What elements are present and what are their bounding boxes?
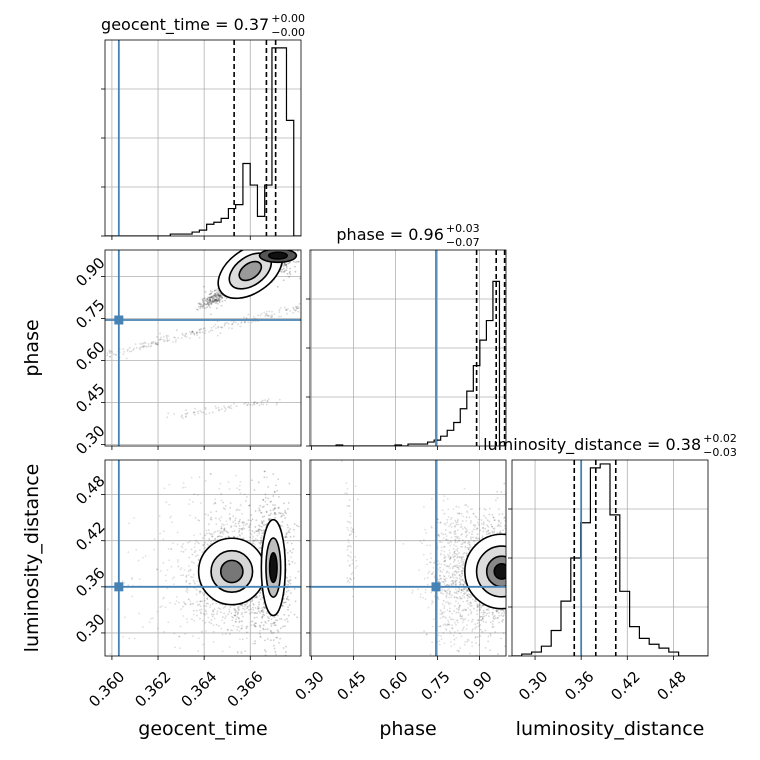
density-contours bbox=[217, 250, 298, 300]
title-sup: +0.03 bbox=[446, 222, 480, 235]
title-sup: +0.00 bbox=[271, 12, 305, 25]
histogram-luminosity_distance bbox=[512, 463, 708, 656]
truth-marker bbox=[114, 315, 124, 325]
panel-frame bbox=[309, 459, 507, 657]
contour-level-2 bbox=[219, 559, 244, 584]
x-tick-label: 0.48 bbox=[653, 668, 689, 704]
title-main: geocent_time = 0.37 bbox=[101, 15, 269, 35]
panel-title-phase: phase = 0.96 +0.03−0.07 bbox=[336, 222, 479, 249]
y-tick-label: 0.45 bbox=[72, 380, 108, 416]
truth-marker bbox=[431, 582, 441, 592]
x-tick-label: 0.366 bbox=[224, 668, 267, 711]
histogram-geocent_time bbox=[105, 47, 301, 236]
density-contours bbox=[464, 533, 506, 610]
hist-panel-geocent_time: geocent_time = 0.37 +0.00−0.00 bbox=[101, 12, 305, 240]
x-tick-label: 0.60 bbox=[375, 668, 411, 704]
x-tick-label: 0.30 bbox=[291, 668, 327, 704]
y-tick-label: 0.90 bbox=[72, 254, 108, 290]
hist-panel-luminosity_distance: luminosity_distance = 0.38 +0.02−0.03 bbox=[483, 432, 737, 660]
contour-level-1 bbox=[267, 251, 288, 260]
x-tick-label: 0.362 bbox=[131, 668, 174, 711]
y-tick-label: 0.30 bbox=[72, 610, 108, 646]
y-tick-label: 0.48 bbox=[72, 472, 108, 508]
y-axis-label-luminosity_distance: luminosity_distance bbox=[21, 464, 43, 653]
title-sub: −0.00 bbox=[271, 26, 305, 39]
truth-marker bbox=[114, 582, 124, 592]
x-axis-label-luminosity_distance: luminosity_distance bbox=[516, 718, 705, 740]
x-axis-label-phase: phase bbox=[379, 718, 436, 740]
x-axis-label-geocent_time: geocent_time bbox=[138, 718, 267, 740]
histogram-phase bbox=[310, 280, 506, 446]
title-sub: −0.03 bbox=[703, 446, 737, 459]
x-tick-label: 0.360 bbox=[85, 668, 128, 711]
y-tick-label: 0.75 bbox=[72, 296, 108, 332]
scatter-panel-geocent_time-luminosity_distance bbox=[101, 459, 302, 660]
y-tick-label: 0.36 bbox=[72, 564, 108, 600]
title-main: luminosity_distance = 0.38 bbox=[483, 435, 701, 455]
x-tick-label: 0.30 bbox=[515, 668, 551, 704]
density-contours bbox=[197, 518, 287, 617]
scatter-panel-geocent_time-phase bbox=[101, 249, 302, 450]
x-tick-label: 0.75 bbox=[417, 668, 453, 704]
panel-frame bbox=[104, 459, 302, 657]
panel-frame bbox=[104, 249, 302, 447]
y-axis-label-phase: phase bbox=[21, 319, 43, 376]
y-tick-label: 0.60 bbox=[72, 338, 108, 374]
title-sup: +0.02 bbox=[703, 432, 737, 445]
contour-level-3 bbox=[493, 563, 506, 580]
x-tick-label: 0.90 bbox=[459, 668, 495, 704]
hist-panel-phase: phase = 0.96 +0.03−0.07 bbox=[306, 222, 507, 450]
panel-title-luminosity_distance: luminosity_distance = 0.38 +0.02−0.03 bbox=[483, 432, 737, 459]
panel-title-geocent_time: geocent_time = 0.37 +0.00−0.00 bbox=[101, 12, 305, 39]
scatter-panel-phase-luminosity_distance bbox=[306, 459, 507, 660]
title-sub: −0.07 bbox=[446, 236, 480, 249]
y-tick-label: 0.42 bbox=[72, 518, 108, 554]
contour-level-2 bbox=[268, 552, 278, 584]
x-tick-label: 0.36 bbox=[561, 668, 597, 704]
samples bbox=[341, 460, 506, 656]
title-main: phase = 0.96 bbox=[336, 225, 443, 244]
y-tick-label: 0.30 bbox=[72, 422, 108, 458]
x-tick-label: 0.45 bbox=[333, 668, 369, 704]
x-tick-label: 0.364 bbox=[177, 668, 220, 711]
x-tick-label: 0.42 bbox=[607, 668, 643, 704]
contour-level-2 bbox=[238, 260, 263, 282]
